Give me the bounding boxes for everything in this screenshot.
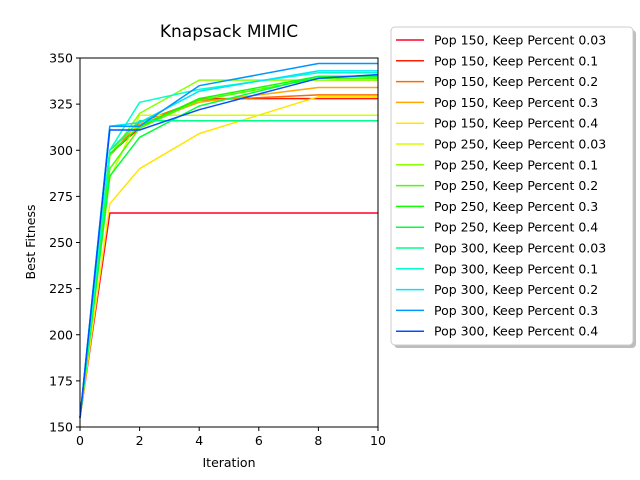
legend-label: Pop 300, Keep Percent 0.4 [434,324,598,339]
y-tick-label: 175 [49,373,73,388]
legend-label: Pop 300, Keep Percent 0.3 [434,303,598,318]
legend-label: Pop 150, Keep Percent 0.03 [434,33,606,48]
x-tick-label: 6 [255,433,263,448]
series-line-14 [79,62,378,418]
y-tick-label: 250 [49,235,73,250]
legend-box [390,26,634,346]
chart-title: Knapsack MIMIC [160,22,298,42]
y-tick-label: 350 [49,51,73,66]
series-line-7 [79,79,378,418]
x-axis-label: Iteration [202,455,255,470]
y-tick-label: 150 [49,420,73,435]
legend-label: Pop 250, Keep Percent 0.1 [434,157,598,172]
series-line-12 [79,72,378,418]
legend-label: Pop 250, Keep Percent 0.03 [434,137,606,152]
x-tick-label: 4 [195,433,203,448]
series-line-15 [79,73,379,418]
legend-entries: Pop 150, Keep Percent 0.03 Pop 150, Keep … [396,33,606,339]
series-line-1 [79,212,378,418]
y-tick-label: 275 [49,189,73,204]
y-ticks: 150 175 200 225 250 275 300 325 350 [49,51,80,435]
legend-label: Pop 250, Keep Percent 0.3 [434,199,598,214]
x-tick-label: 2 [136,433,144,448]
legend-label: Pop 300, Keep Percent 0.1 [434,261,598,276]
series-line-4 [79,86,378,418]
legend-label: Pop 150, Keep Percent 0.1 [434,53,598,68]
x-tick-label: 10 [370,433,386,448]
series-line-6 [79,114,378,418]
x-tick-label: 8 [314,433,322,448]
legend-label: Pop 300, Keep Percent 0.03 [434,241,606,256]
legend-label: Pop 150, Keep Percent 0.3 [434,95,598,110]
series-line-5 [79,95,378,418]
legend-label: Pop 250, Keep Percent 0.2 [434,178,598,193]
legend-label: Pop 250, Keep Percent 0.4 [434,220,598,235]
y-tick-label: 200 [49,327,73,342]
y-tick-label: 225 [49,281,73,296]
y-tick-label: 325 [49,97,73,112]
y-axis-label: Best Fitness [23,205,38,280]
series-line-8 [79,77,378,418]
legend-label: Pop 300, Keep Percent 0.2 [434,282,598,297]
series-line-13 [79,70,378,418]
legend-label: Pop 150, Keep Percent 0.2 [434,74,598,89]
series-line-11 [79,119,378,418]
x-ticks: 0 2 4 6 8 10 [76,427,386,448]
series-line-10 [79,75,378,418]
legend: Pop 150, Keep Percent 0.03 Pop 150, Keep … [390,26,636,348]
y-tick-label: 300 [49,143,73,158]
x-tick-label: 0 [76,433,84,448]
plot-frame [79,57,379,428]
legend-label: Pop 150, Keep Percent 0.4 [434,116,598,131]
series-line-3 [79,94,378,418]
plot-lines [79,62,379,418]
